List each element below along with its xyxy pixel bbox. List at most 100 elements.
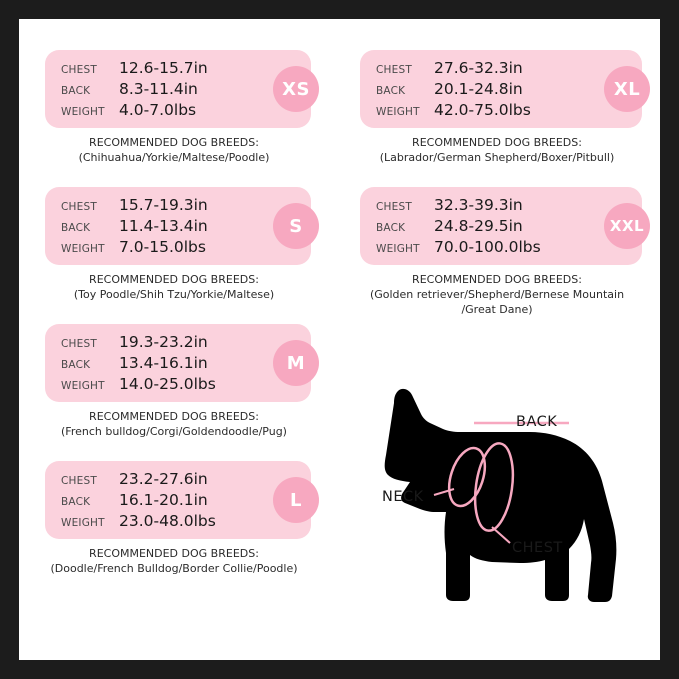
size-card-xxl: CHEST 32.3-39.3in BACK 24.8-29.5in WEIGH… bbox=[360, 187, 650, 265]
size-chart-page: CHEST 12.6-15.7in BACK 8.3-11.4in WEIGHT… bbox=[19, 19, 660, 660]
measurement-row-chest: CHEST 32.3-39.3in bbox=[376, 196, 582, 216]
measurement-row-weight: WEIGHT 42.0-75.0lbs bbox=[376, 101, 582, 121]
size-block-l: CHEST 23.2-27.6in BACK 16.1-20.1in WEIGH… bbox=[19, 461, 329, 576]
recommended-breeds-xxl: RECOMMENDED DOG BREEDS: (Golden retrieve… bbox=[334, 272, 660, 317]
measurement-rows-m: CHEST 19.3-23.2in BACK 13.4-16.1in WEIGH… bbox=[61, 333, 251, 396]
size-badge-l: L bbox=[273, 477, 319, 523]
neck-leader-line bbox=[433, 488, 455, 496]
size-block-xl: CHEST 27.6-32.3in BACK 20.1-24.8in WEIGH… bbox=[334, 50, 660, 165]
chest-label: CHEST bbox=[61, 338, 97, 350]
back-value: 24.8-29.5in bbox=[434, 217, 523, 235]
breeds-heading: RECOMMENDED DOG BREEDS: bbox=[89, 410, 259, 423]
weight-label: WEIGHT bbox=[61, 517, 105, 529]
breeds-line-1: (Labrador/German Shepherd/Boxer/Pitbull) bbox=[379, 151, 615, 164]
measurement-row-chest: CHEST 27.6-32.3in bbox=[376, 59, 582, 79]
measurement-row-weight: WEIGHT 7.0-15.0lbs bbox=[61, 238, 251, 258]
recommended-breeds-xs: RECOMMENDED DOG BREEDS: (Chihuahua/Yorki… bbox=[19, 135, 329, 165]
breeds-line-1: (French bulldog/Corgi/Goldendoodle/Pug) bbox=[61, 425, 287, 438]
size-badge-m: M bbox=[273, 340, 319, 386]
breeds-heading: RECOMMENDED DOG BREEDS: bbox=[412, 273, 582, 286]
measurement-row-weight: WEIGHT 70.0-100.0lbs bbox=[376, 238, 582, 258]
size-badge-xl: XL bbox=[604, 66, 650, 112]
chest-value: 32.3-39.3in bbox=[434, 196, 523, 214]
weight-value: 14.0-25.0lbs bbox=[119, 375, 216, 393]
size-card-m: CHEST 19.3-23.2in BACK 13.4-16.1in WEIGH… bbox=[45, 324, 319, 402]
measurement-row-back: BACK 11.4-13.4in bbox=[61, 217, 251, 237]
measurement-row-back: BACK 13.4-16.1in bbox=[61, 354, 251, 374]
back-value: 13.4-16.1in bbox=[119, 354, 208, 372]
chest-label: CHEST bbox=[61, 64, 97, 76]
back-label: BACK bbox=[376, 85, 406, 97]
measurement-row-chest: CHEST 12.6-15.7in bbox=[61, 59, 251, 79]
size-card-xs: CHEST 12.6-15.7in BACK 8.3-11.4in WEIGHT… bbox=[45, 50, 319, 128]
breeds-line-1: (Doodle/French Bulldog/Border Collie/Poo… bbox=[50, 562, 298, 575]
measurement-row-weight: WEIGHT 14.0-25.0lbs bbox=[61, 375, 251, 395]
weight-value: 42.0-75.0lbs bbox=[434, 101, 531, 119]
size-badge-xxl: XXL bbox=[604, 203, 650, 249]
back-label: BACK bbox=[61, 496, 91, 508]
back-value: 11.4-13.4in bbox=[119, 217, 208, 235]
measurement-rows-s: CHEST 15.7-19.3in BACK 11.4-13.4in WEIGH… bbox=[61, 196, 251, 259]
chest-leader-line bbox=[491, 526, 511, 544]
chest-value: 12.6-15.7in bbox=[119, 59, 208, 77]
chest-label: CHEST bbox=[376, 64, 412, 76]
chest-measure-ellipse bbox=[473, 442, 515, 532]
dog-silhouette-shape bbox=[384, 388, 617, 602]
recommended-breeds-s: RECOMMENDED DOG BREEDS: (Toy Poodle/Shih… bbox=[19, 272, 329, 302]
breeds-line-1: (Chihuahua/Yorkie/Maltese/Poodle) bbox=[78, 151, 270, 164]
size-card-s: CHEST 15.7-19.3in BACK 11.4-13.4in WEIGH… bbox=[45, 187, 319, 265]
neck-measure-ellipse bbox=[447, 446, 487, 508]
recommended-breeds-xl: RECOMMENDED DOG BREEDS: (Labrador/German… bbox=[334, 135, 660, 165]
back-label: BACK bbox=[376, 222, 406, 234]
breeds-heading: RECOMMENDED DOG BREEDS: bbox=[89, 136, 259, 149]
back-label: BACK bbox=[61, 222, 91, 234]
measurement-row-weight: WEIGHT 23.0-48.0lbs bbox=[61, 512, 251, 532]
diagram-label-neck: NECK bbox=[382, 489, 424, 505]
left-column: CHEST 12.6-15.7in BACK 8.3-11.4in WEIGHT… bbox=[19, 19, 329, 582]
breeds-line-1: (Toy Poodle/Shih Tzu/Yorkie/Maltese) bbox=[73, 288, 275, 301]
weight-value: 4.0-7.0lbs bbox=[119, 101, 197, 119]
back-label: BACK bbox=[61, 85, 91, 97]
measurement-rows-xl: CHEST 27.6-32.3in BACK 20.1-24.8in WEIGH… bbox=[376, 59, 582, 122]
chest-label: CHEST bbox=[376, 201, 412, 213]
back-label: BACK bbox=[61, 359, 91, 371]
measurement-row-chest: CHEST 19.3-23.2in bbox=[61, 333, 251, 353]
size-badge-s: S bbox=[273, 203, 319, 249]
recommended-breeds-l: RECOMMENDED DOG BREEDS: (Doodle/French B… bbox=[19, 546, 329, 576]
measurement-rows-xxl: CHEST 32.3-39.3in BACK 24.8-29.5in WEIGH… bbox=[376, 196, 582, 259]
measurement-row-back: BACK 8.3-11.4in bbox=[61, 80, 251, 100]
weight-label: WEIGHT bbox=[61, 380, 105, 392]
back-value: 8.3-11.4in bbox=[119, 80, 198, 98]
back-value: 16.1-20.1in bbox=[119, 491, 208, 509]
size-block-xxl: CHEST 32.3-39.3in BACK 24.8-29.5in WEIGH… bbox=[334, 187, 660, 317]
chest-value: 27.6-32.3in bbox=[434, 59, 523, 77]
weight-value: 70.0-100.0lbs bbox=[434, 238, 541, 256]
measurement-row-back: BACK 20.1-24.8in bbox=[376, 80, 582, 100]
measurement-rows-l: CHEST 23.2-27.6in BACK 16.1-20.1in WEIGH… bbox=[61, 470, 251, 533]
measurement-row-chest: CHEST 15.7-19.3in bbox=[61, 196, 251, 216]
weight-value: 7.0-15.0lbs bbox=[119, 238, 206, 256]
breeds-line-2: /Great Dane) bbox=[461, 303, 533, 316]
size-block-m: CHEST 19.3-23.2in BACK 13.4-16.1in WEIGH… bbox=[19, 324, 329, 439]
recommended-breeds-m: RECOMMENDED DOG BREEDS: (French bulldog/… bbox=[19, 409, 329, 439]
breeds-heading: RECOMMENDED DOG BREEDS: bbox=[89, 273, 259, 286]
measurement-row-weight: WEIGHT 4.0-7.0lbs bbox=[61, 101, 251, 121]
back-value: 20.1-24.8in bbox=[434, 80, 523, 98]
size-block-s: CHEST 15.7-19.3in BACK 11.4-13.4in WEIGH… bbox=[19, 187, 329, 302]
measurement-row-back: BACK 16.1-20.1in bbox=[61, 491, 251, 511]
breeds-heading: RECOMMENDED DOG BREEDS: bbox=[89, 547, 259, 560]
dog-measurement-diagram: BACK NECK CHEST bbox=[334, 359, 660, 619]
weight-label: WEIGHT bbox=[61, 243, 105, 255]
size-badge-xs: XS bbox=[273, 66, 319, 112]
measurement-row-back: BACK 24.8-29.5in bbox=[376, 217, 582, 237]
size-block-xs: CHEST 12.6-15.7in BACK 8.3-11.4in WEIGHT… bbox=[19, 50, 329, 165]
chest-value: 19.3-23.2in bbox=[119, 333, 208, 351]
chest-label: CHEST bbox=[61, 201, 97, 213]
dog-silhouette-svg bbox=[384, 388, 617, 602]
chest-label: CHEST bbox=[61, 475, 97, 487]
size-card-l: CHEST 23.2-27.6in BACK 16.1-20.1in WEIGH… bbox=[45, 461, 319, 539]
dog-ear-shape bbox=[395, 405, 416, 427]
breeds-heading: RECOMMENDED DOG BREEDS: bbox=[412, 136, 582, 149]
weight-value: 23.0-48.0lbs bbox=[119, 512, 216, 530]
chest-value: 23.2-27.6in bbox=[119, 470, 208, 488]
